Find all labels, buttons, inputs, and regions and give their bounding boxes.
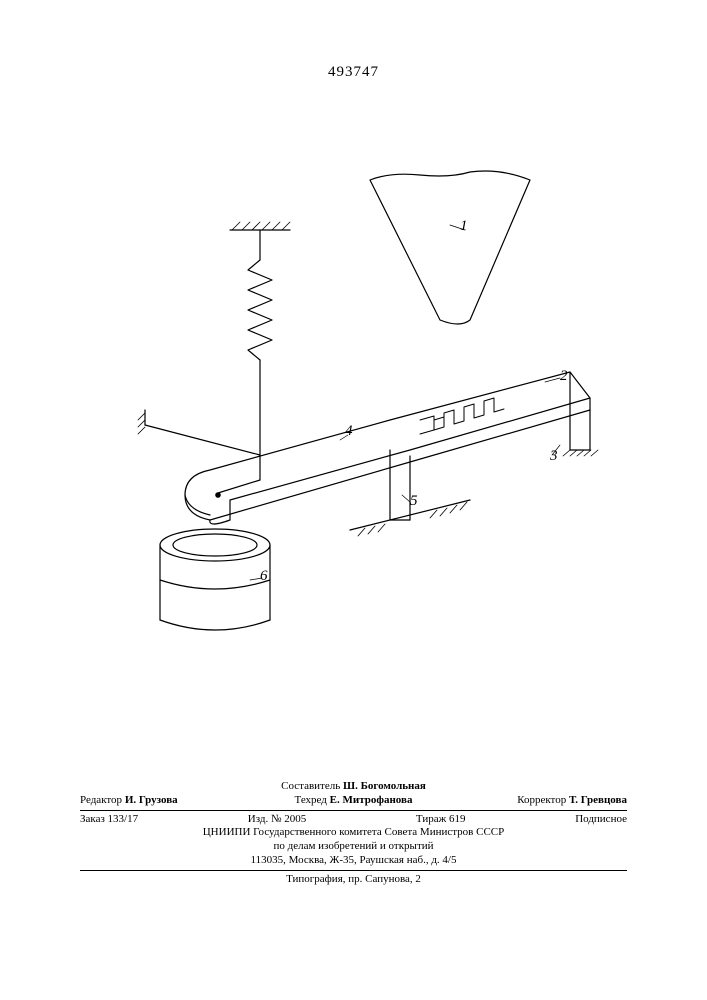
address: 113035, Москва, Ж-35, Раушская наб., д. … [80,854,627,868]
corrector-name: Т. Гревцова [569,794,627,806]
patent-figure: 1 2 3 4 5 6 [90,150,620,710]
credits-row: Редактор И. Грузова Техред Е. Митрофанов… [80,794,627,808]
corrector-label: Корректор [517,794,566,806]
callout-2: 2 [560,368,568,384]
footer-block: Составитель Ш. Богомольная Редактор И. Г… [80,780,627,886]
callout-3: 3 [549,448,558,464]
callout-1: 1 [460,218,468,234]
divider-2 [80,870,627,871]
techred-name: Е. Митрофанова [330,794,413,806]
techred-label: Техред [295,794,327,806]
divider-1 [80,810,627,811]
izd: Изд. № 2005 [248,813,306,827]
callout-6: 6 [260,568,268,584]
tirazh: Тираж 619 [416,813,466,827]
org-line-1: ЦНИИПИ Государственного комитета Совета … [80,826,627,840]
callout-4: 4 [345,423,353,439]
callout-5: 5 [410,493,418,509]
print-info-row: Заказ 133/17 Изд. № 2005 Тираж 619 Подпи… [80,813,627,827]
compiler-name: Ш. Богомольная [343,780,426,792]
editor-name: И. Грузова [125,794,178,806]
order: Заказ 133/17 [80,813,138,827]
org-line-2: по делам изобретений и открытий [80,840,627,854]
compiler-label: Составитель [281,780,340,792]
compiler-line: Составитель Ш. Богомольная [80,780,627,794]
editor-label: Редактор [80,794,122,806]
patent-number: 493747 [0,64,707,81]
podpisnoe: Подписное [575,813,627,827]
printer-line: Типография, пр. Сапунова, 2 [80,873,627,887]
